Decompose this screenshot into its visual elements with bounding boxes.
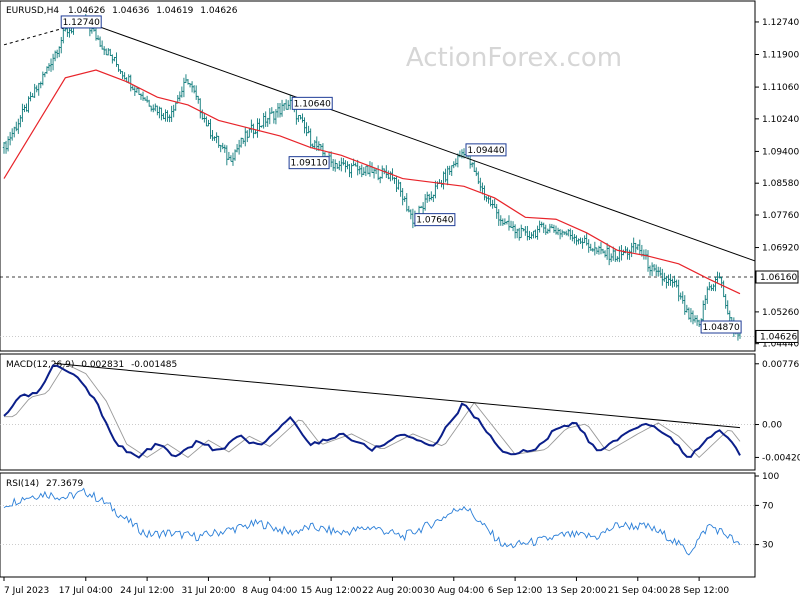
time-tick-label: 30 Aug 04:00 <box>423 586 484 596</box>
macd-line <box>3 364 741 459</box>
low-value: 1.04619 <box>156 6 193 16</box>
price-annotation: 1.09110 <box>288 156 330 170</box>
price-tick-label: 1.08580 <box>762 179 799 189</box>
price-tick-label: 1.09400 <box>762 147 799 157</box>
open-value: 1.04626 <box>68 6 105 16</box>
annotation-label: 1.09110 <box>291 159 328 169</box>
watermark: ActionForex.com <box>406 43 622 73</box>
macd-tick-label: 0.00 <box>762 421 782 431</box>
time-tick-label: 21 Sep 04:00 <box>608 586 668 596</box>
symbol-label: EURUSD,H4 <box>6 6 59 16</box>
annotation-label: 1.12740 <box>63 18 100 28</box>
time-tick-label: 22 Aug 20:00 <box>362 586 423 596</box>
annotation-label: 1.09440 <box>467 146 504 156</box>
rsi-name: RSI(14) <box>6 479 39 489</box>
price-annotation: 1.09440 <box>465 143 507 157</box>
time-tick-label: 15 Aug 12:00 <box>301 586 362 596</box>
rsi-line <box>3 487 741 556</box>
price-tick-label: 1.12740 <box>762 18 799 28</box>
price-plot: 1.12740 1.10640 1.09110 1.09440 1.07640 1.048… <box>0 14 756 341</box>
time-tick-label: 8 Aug 04:00 <box>242 586 297 596</box>
time-tick-label: 31 Jul 20:00 <box>181 586 235 596</box>
macd-panel-frame <box>0 353 756 471</box>
time-tick-label: 6 Sep 12:00 <box>488 586 543 596</box>
resistance-label-box <box>755 270 799 284</box>
price-panel-frame <box>0 0 756 352</box>
price-tick-label: 1.07760 <box>762 211 799 221</box>
annotation-box <box>414 213 456 227</box>
price-annotation: 1.04870 <box>700 320 742 334</box>
annotation-box <box>700 320 742 334</box>
rsi-tick-label: 30 <box>762 541 774 551</box>
annotation-label: 1.04870 <box>703 323 740 333</box>
rsi-tick-label: 100 <box>762 472 779 482</box>
price-annotation: 1.07640 <box>414 213 456 227</box>
macd-signal-value: -0.001485 <box>131 360 177 370</box>
axes: 1.12740 1.11900 1.11060 1.10240 1.09400 1.085… <box>3 18 800 596</box>
annotation-label: 1.07640 <box>416 216 453 226</box>
moving-average-line <box>3 69 741 295</box>
annotation-box <box>60 15 102 29</box>
annotation-label: 1.10640 <box>294 99 331 109</box>
channel-trendline <box>3 21 86 46</box>
macd-trendline <box>55 362 741 429</box>
macd-signal-line <box>4 363 741 459</box>
macd-plot <box>0 362 755 459</box>
macd-value: 0.002831 <box>81 360 124 370</box>
down-trendline <box>85 21 756 262</box>
rsi-tick-label: 70 <box>762 501 774 511</box>
annotation-box <box>288 156 330 170</box>
close-value: 1.04626 <box>200 6 237 16</box>
rsi-value: 27.3679 <box>46 479 83 489</box>
price-tick-label: 1.11900 <box>762 51 799 61</box>
macd-tick-label: -0.004205 <box>762 453 800 463</box>
time-tick-label: 13 Sep 20:00 <box>546 586 606 596</box>
price-tick-label: 1.05260 <box>762 308 799 318</box>
macd-header: MACD(12,26,9) 0.002831 -0.001485 <box>6 360 177 370</box>
annotation-box <box>465 143 507 157</box>
price-annotation: 1.12740 <box>60 15 102 29</box>
last-price-label: 1.04626 <box>760 332 797 342</box>
time-tick-label: 7 Jul 2023 <box>4 586 49 596</box>
price-tick-label: 1.06920 <box>762 244 799 254</box>
price-header: EURUSD,H4 1.04626 1.04636 1.04619 1.0462… <box>6 6 238 16</box>
time-tick-label: 24 Jul 12:00 <box>120 586 174 596</box>
last-price-label-box <box>755 329 799 343</box>
time-tick-label: 17 Jul 04:00 <box>59 586 113 596</box>
price-tick-label: 1.10240 <box>762 115 799 125</box>
price-tick-label: 1.04440 <box>762 340 799 350</box>
rsi-plot <box>0 487 755 556</box>
price-annotation: 1.10640 <box>291 96 333 110</box>
rsi-panel-frame <box>0 472 756 578</box>
resistance-label: 1.06160 <box>760 273 797 283</box>
macd-tick-label: 0.007761 <box>762 360 800 370</box>
high-value: 1.04636 <box>112 6 149 16</box>
rsi-header: RSI(14) 27.3679 <box>6 479 83 489</box>
annotation-box <box>291 96 333 110</box>
time-tick-label: 28 Sep 12:00 <box>669 586 729 596</box>
price-tick-label: 1.11060 <box>762 83 799 93</box>
macd-name: MACD(12,26,9) <box>6 360 74 370</box>
